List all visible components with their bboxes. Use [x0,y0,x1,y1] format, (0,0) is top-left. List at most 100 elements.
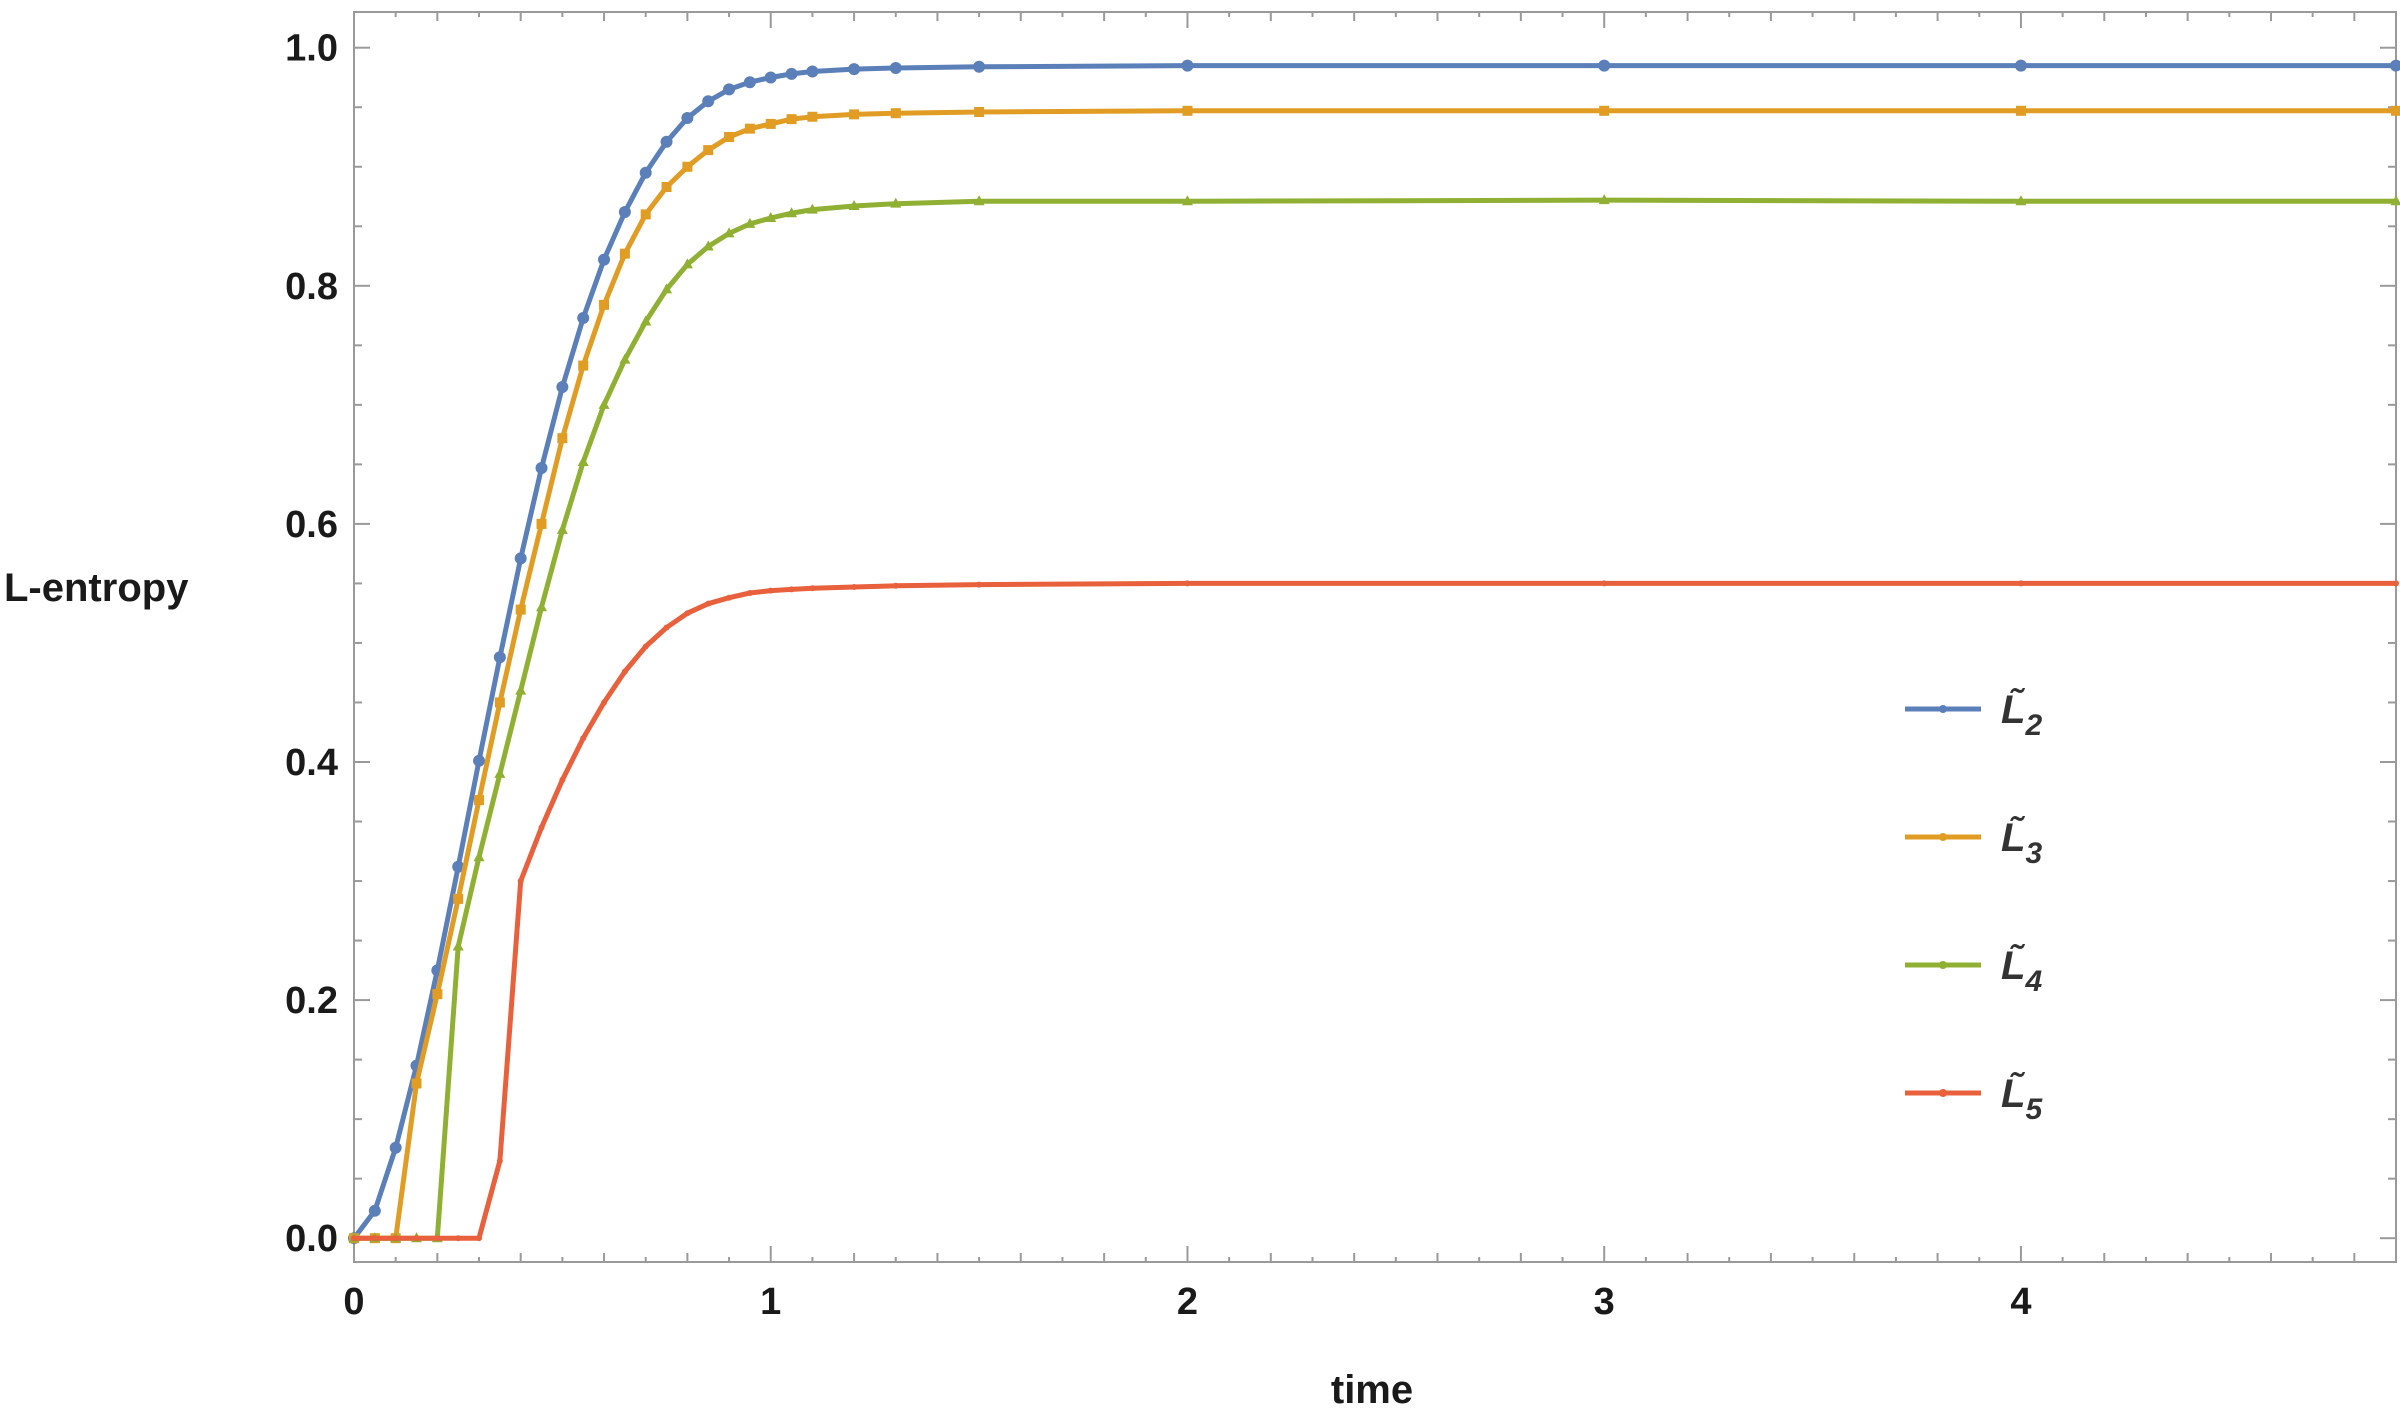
y-tick-label: 0.4 [285,742,338,784]
data-point [702,95,715,108]
data-point [351,1235,357,1242]
data-point [473,754,486,767]
data-point [619,248,630,259]
data-point [663,624,670,631]
data-point [890,108,901,119]
data-point [1598,194,1610,205]
legend-item-4: L̃4 [1905,942,2042,998]
legend-item-3: L̃3 [1905,814,2042,870]
data-point [723,227,735,238]
data-point [493,651,506,664]
data-point [889,61,902,74]
data-point [515,604,526,615]
data-point [703,145,714,156]
data-point [1181,59,1194,72]
legend-marker [1939,1089,1947,1097]
data-point [538,824,545,831]
x-tick-label: 3 [1594,1281,1615,1323]
data-point [514,552,527,565]
x-tick-label: 4 [2010,1281,2031,1323]
plot-frame [353,11,2397,1263]
data-point [892,582,899,589]
data-point [705,600,712,607]
data-point [496,1157,503,1164]
data-point [494,767,506,778]
data-point [682,161,693,172]
data-point [559,776,566,783]
axes [353,11,2397,1263]
data-point [621,668,628,675]
data-point [517,878,524,885]
axis-ticks: 0 1 2 3 4 0.0 0.2 0.4 0.6 0.8 1.0 [285,12,2397,1323]
data-point [598,253,611,266]
data-point [2393,580,2399,587]
data-point [371,1235,378,1242]
data-point [2015,105,2026,116]
data-point [536,601,548,612]
data-point [807,111,818,122]
data-point [556,523,568,534]
series-line [351,63,2399,1241]
data-point [661,182,672,192]
data-point [432,989,443,1000]
data-point [973,60,986,73]
data-point [726,594,733,601]
data-point [786,207,798,218]
legend-label-base: L̃ [2001,1070,2026,1116]
y-axis-label: L-entropy [4,566,189,610]
data-point [557,433,568,444]
data-point [556,381,569,393]
data-point [536,518,547,529]
data-point [974,107,985,117]
data-point [1601,580,1608,587]
series-4 [348,194,2400,1243]
data-point [890,197,902,208]
data-point [473,851,485,862]
data-point [2015,195,2027,206]
legend-label: L̃5 [2001,1070,2043,1126]
data-point [452,940,464,951]
data-point [577,456,589,466]
y-tick-label: 0.8 [285,266,338,308]
data-point [1182,105,1193,116]
data-point [453,893,464,904]
data-point [788,586,795,593]
data-point [724,132,735,142]
y-tick-label: 0.0 [285,1218,338,1260]
data-point [661,283,673,294]
data-point [1599,105,1610,116]
data-point [2391,105,2400,116]
data-point [368,1204,381,1217]
legend-label-subscript: 4 [2024,965,2042,998]
data-point [413,1235,420,1242]
data-point [580,735,587,742]
data-point [851,584,858,590]
data-point [2017,580,2024,587]
data-point [599,299,610,310]
data-point [848,200,860,211]
data-point [577,311,590,324]
data-point [848,63,861,76]
legend-item-2: L̃2 [1905,686,2042,742]
x-tick-label: 2 [1177,1281,1198,1323]
y-tick-label: 0.6 [285,504,338,546]
data-point [476,1235,483,1242]
data-point [618,206,631,218]
data-point [640,315,652,326]
data-point [452,860,465,873]
data-point [746,589,753,596]
data-point [1598,59,1611,72]
legend-label-base: L̃ [2001,686,2026,732]
data-point [578,360,589,371]
data-point [660,135,673,148]
series-line [351,197,2399,1241]
data-point [601,699,608,706]
y-tick-label: 0.2 [285,980,338,1022]
data-point [786,114,797,125]
legend-label-subscript: 5 [2025,1093,2043,1126]
series-line [351,580,2399,1241]
x-tick-label: 1 [760,1281,781,1323]
legend: L̃2L̃3L̃4L̃5 [1905,686,2043,1126]
